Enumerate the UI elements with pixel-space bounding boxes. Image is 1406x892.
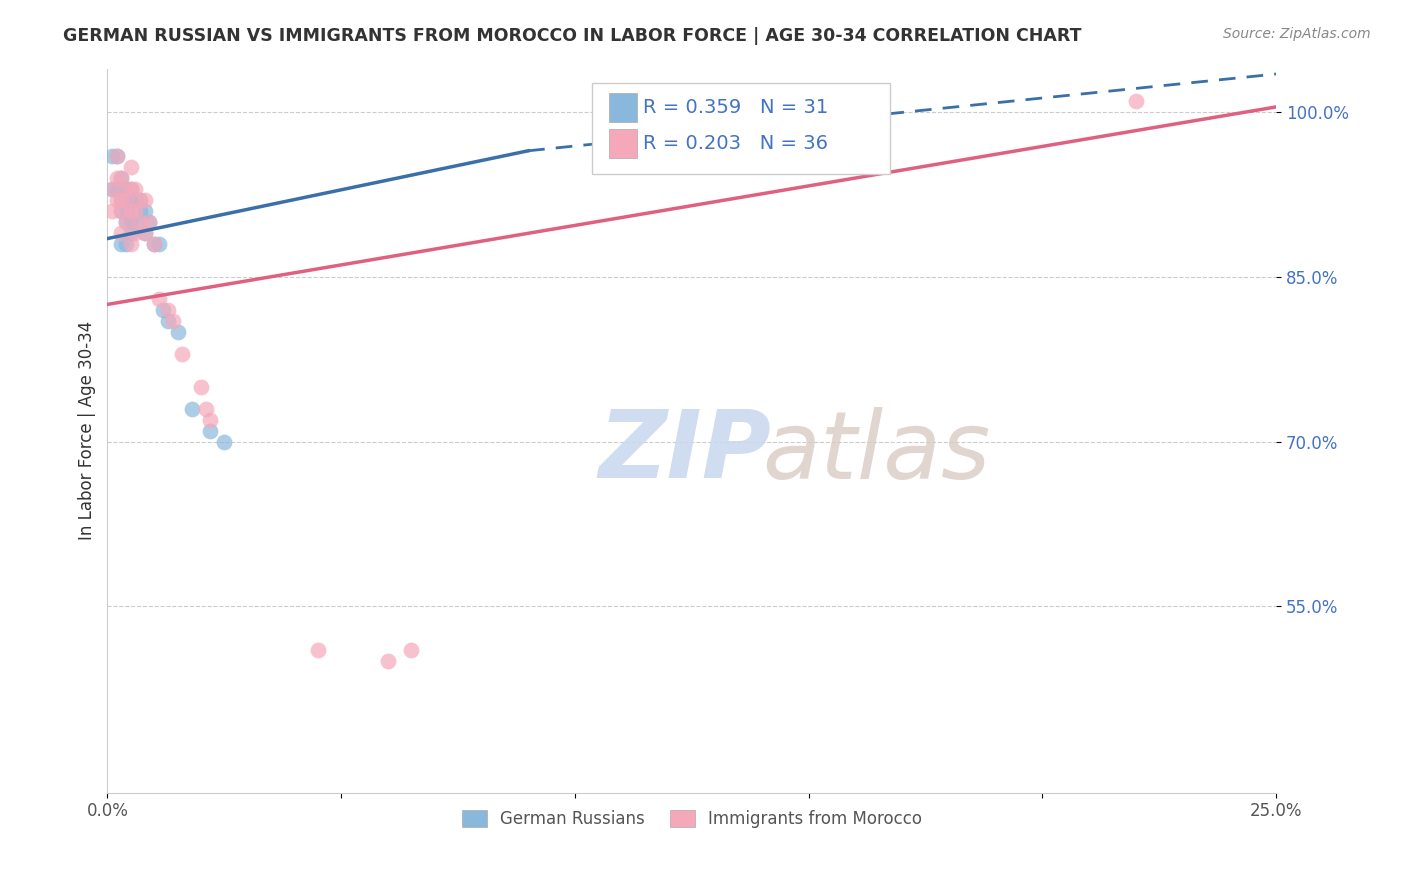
Point	[166, 325, 188, 339]
Point	[115, 215, 138, 229]
Point	[194, 401, 217, 416]
Point	[115, 237, 138, 252]
Point	[105, 149, 128, 163]
Point	[377, 654, 399, 668]
Point	[134, 204, 156, 219]
Point	[143, 237, 166, 252]
Text: atlas: atlas	[762, 407, 990, 498]
Point	[110, 171, 132, 186]
Text: Source: ZipAtlas.com: Source: ZipAtlas.com	[1223, 27, 1371, 41]
Point	[180, 401, 202, 416]
Point	[110, 204, 132, 219]
Point	[124, 204, 146, 219]
Point	[115, 182, 138, 196]
Point	[115, 182, 138, 196]
Text: R = 0.203   N = 36: R = 0.203 N = 36	[643, 135, 828, 153]
Legend: German Russians, Immigrants from Morocco: German Russians, Immigrants from Morocco	[456, 804, 928, 835]
Text: GERMAN RUSSIAN VS IMMIGRANTS FROM MOROCCO IN LABOR FORCE | AGE 30-34 CORRELATION: GERMAN RUSSIAN VS IMMIGRANTS FROM MOROCC…	[63, 27, 1081, 45]
Point	[120, 215, 142, 229]
Point	[134, 193, 156, 207]
Point	[110, 171, 132, 186]
Point	[129, 193, 152, 207]
Point	[115, 193, 138, 207]
Point	[157, 302, 180, 317]
Point	[129, 193, 152, 207]
Point	[129, 204, 152, 219]
Point	[115, 204, 138, 219]
Point	[134, 226, 156, 240]
Point	[101, 204, 124, 219]
Point	[162, 314, 184, 328]
Point	[105, 149, 128, 163]
Point	[124, 226, 146, 240]
Point	[120, 193, 142, 207]
Point	[124, 193, 146, 207]
Point	[120, 182, 142, 196]
Point	[101, 182, 124, 196]
Point	[124, 182, 146, 196]
Point	[152, 302, 174, 317]
Point	[120, 182, 142, 196]
Point	[138, 215, 160, 229]
Point	[1125, 95, 1147, 109]
Point	[115, 215, 138, 229]
Point	[172, 347, 194, 361]
Point	[110, 193, 132, 207]
Point	[200, 412, 222, 426]
Point	[157, 314, 180, 328]
Point	[120, 204, 142, 219]
Point	[148, 237, 170, 252]
Y-axis label: In Labor Force | Age 30-34: In Labor Force | Age 30-34	[79, 321, 96, 541]
Point	[110, 237, 132, 252]
FancyBboxPatch shape	[592, 83, 890, 174]
Point	[101, 182, 124, 196]
Point	[105, 182, 128, 196]
Point	[124, 215, 146, 229]
Point	[120, 226, 142, 240]
Point	[134, 226, 156, 240]
Point	[143, 237, 166, 252]
Point	[110, 193, 132, 207]
FancyBboxPatch shape	[609, 93, 637, 122]
Point	[101, 149, 124, 163]
Point	[110, 204, 132, 219]
Point	[200, 424, 222, 438]
Point	[148, 292, 170, 306]
Point	[212, 434, 235, 449]
FancyBboxPatch shape	[609, 129, 637, 158]
Point	[190, 380, 212, 394]
Point	[399, 643, 422, 657]
Point	[120, 237, 142, 252]
Text: R = 0.359   N = 31: R = 0.359 N = 31	[643, 98, 828, 117]
Point	[105, 193, 128, 207]
Point	[105, 171, 128, 186]
Text: ZIP: ZIP	[598, 407, 770, 499]
Point	[120, 161, 142, 175]
Point	[129, 215, 152, 229]
Point	[110, 226, 132, 240]
Point	[307, 643, 329, 657]
Point	[138, 215, 160, 229]
